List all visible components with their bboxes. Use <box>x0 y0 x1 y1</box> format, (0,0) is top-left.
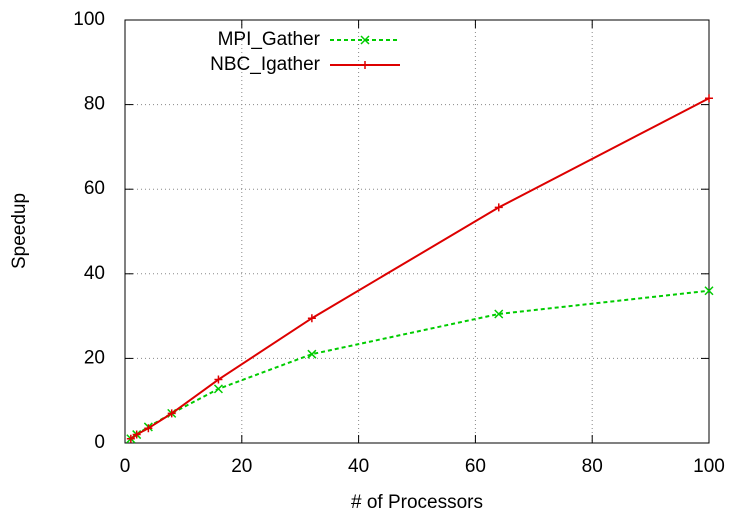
legend-label: MPI_Gather <box>218 29 321 50</box>
x-tick-label: 40 <box>348 456 369 477</box>
x-tick-label: 80 <box>582 456 603 477</box>
marker <box>167 409 176 418</box>
series-line <box>130 97 710 440</box>
marker <box>494 309 504 319</box>
legend-label: NBC_Igather <box>210 54 321 75</box>
y-tick-label: 60 <box>84 178 105 199</box>
marker <box>213 384 223 394</box>
marker <box>126 434 135 443</box>
marker <box>144 424 153 433</box>
x-tick-label: 60 <box>465 456 486 477</box>
marker <box>361 61 369 69</box>
x-tick-label: 0 <box>120 456 131 477</box>
y-tick-label: 0 <box>94 432 105 453</box>
marker <box>132 430 141 439</box>
marker <box>494 203 503 212</box>
marker <box>307 349 317 359</box>
y-tick-label: 20 <box>84 347 105 368</box>
x-tick-label: 20 <box>231 456 252 477</box>
marker <box>307 314 316 323</box>
x-tick-label: 100 <box>693 456 725 477</box>
y-tick-label: 100 <box>73 9 105 30</box>
y-tick-label: 40 <box>84 263 105 284</box>
marker <box>214 375 223 384</box>
plot-border <box>124 19 710 444</box>
y-axis-title: Speedup <box>9 193 30 269</box>
marker <box>360 35 370 45</box>
series-line <box>130 289 710 440</box>
y-tick-label: 80 <box>84 94 105 115</box>
x-axis-title: # of Processors <box>351 492 483 513</box>
marker <box>705 94 713 103</box>
marker <box>704 286 714 296</box>
